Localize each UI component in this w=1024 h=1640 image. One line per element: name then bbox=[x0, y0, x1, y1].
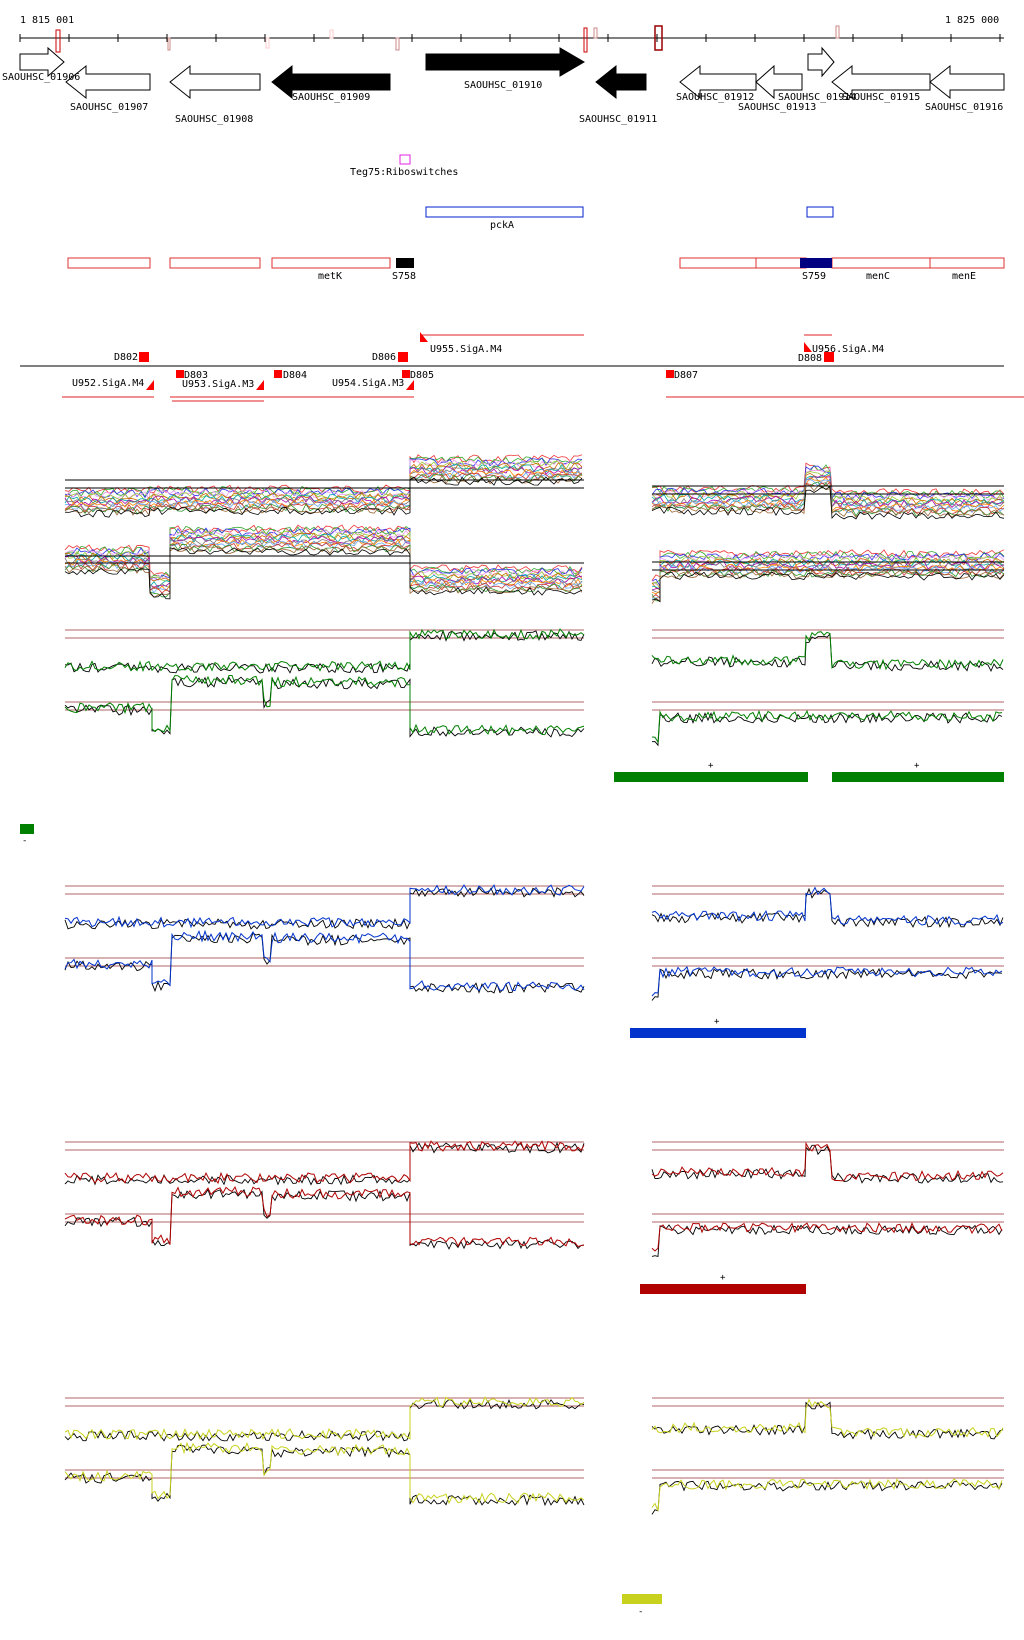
gene-label: SAOUHSC_01915 bbox=[842, 92, 920, 103]
strand-label: - bbox=[22, 836, 27, 846]
breakpoint-label: D802 bbox=[114, 352, 138, 363]
strand-label: - bbox=[638, 1607, 643, 1617]
red-annotation-track: metK menC menE S758 S759 bbox=[67, 257, 1005, 282]
breakpoint-label: U954.SigA.M3 bbox=[332, 378, 404, 389]
red-strand-bar[interactable] bbox=[640, 1284, 806, 1294]
gene-label: SAOUHSC_01906 bbox=[2, 72, 80, 83]
strand-bars: + + - + + - bbox=[20, 761, 1004, 1617]
breakpoint-label: D806 bbox=[372, 352, 396, 363]
gene-arrow[interactable] bbox=[19, 46, 65, 78]
gene-arrow[interactable] bbox=[595, 64, 647, 100]
breakpoint-label: U953.SigA.M3 bbox=[182, 379, 254, 390]
red-feature-label: menE bbox=[952, 271, 976, 282]
red-feature[interactable] bbox=[929, 257, 1005, 269]
breakpoint-label: D803 bbox=[184, 370, 208, 381]
gene-label: SAOUHSC_01912 bbox=[676, 92, 754, 103]
strand-label: + bbox=[720, 1273, 726, 1283]
gene-arrow[interactable] bbox=[425, 47, 585, 77]
gene-arrow[interactable] bbox=[755, 64, 803, 100]
riboswitch-label: Teg75:Riboswitches bbox=[350, 167, 458, 178]
strand-label: + bbox=[714, 1017, 720, 1027]
red-feature[interactable] bbox=[271, 257, 391, 269]
segment-label: S759 bbox=[802, 271, 826, 282]
blue-feature[interactable] bbox=[806, 206, 834, 218]
gene-label: SAOUHSC_01911 bbox=[579, 114, 657, 125]
breakpoint-label: D804 bbox=[283, 370, 307, 381]
segment-block[interactable] bbox=[396, 258, 414, 268]
breakpoint-track: D802 D806 U955.SigA.M4 U956.SigA.M4 U952… bbox=[20, 332, 1024, 402]
red-feature[interactable] bbox=[67, 257, 151, 269]
red-feature-label: menC bbox=[866, 271, 890, 282]
gene-label: SAOUHSC_01910 bbox=[464, 80, 542, 91]
gene-arrow[interactable] bbox=[271, 64, 391, 100]
gene-arrow[interactable] bbox=[65, 64, 151, 100]
gene-arrow[interactable] bbox=[169, 64, 261, 100]
green-strand-bar[interactable] bbox=[614, 772, 808, 782]
gene-label: SAOUHSC_01909 bbox=[292, 92, 370, 103]
breakpoint-label: U956.SigA.M4 bbox=[812, 344, 884, 355]
start-coordinate: 1 815 001 bbox=[20, 15, 74, 26]
red-feature[interactable] bbox=[679, 257, 757, 269]
end-coordinate: 1 825 000 bbox=[945, 15, 999, 26]
red-feature[interactable] bbox=[831, 257, 931, 269]
gene-arrow[interactable] bbox=[929, 64, 1005, 100]
breakpoint-label: D807 bbox=[674, 370, 698, 381]
yellow-strand-bar[interactable] bbox=[622, 1594, 662, 1604]
gene-arrow[interactable] bbox=[807, 46, 835, 78]
segment-label: S758 bbox=[392, 271, 416, 282]
gene-label: SAOUHSC_01913 bbox=[738, 102, 816, 113]
breakpoint-label: D805 bbox=[410, 370, 434, 381]
blue-strand-bar[interactable] bbox=[630, 1028, 806, 1038]
condition-tracks bbox=[64, 628, 1004, 1515]
blue-feature-label: pckA bbox=[490, 220, 514, 231]
red-feature[interactable] bbox=[755, 257, 807, 269]
strand-label: + bbox=[914, 761, 920, 771]
blue-feature[interactable] bbox=[425, 206, 584, 218]
blue-annotation-track: pckA bbox=[425, 206, 834, 231]
breakpoint-label: D808 bbox=[798, 353, 822, 364]
green-strand-bar[interactable] bbox=[20, 824, 34, 834]
red-feature[interactable] bbox=[169, 257, 261, 269]
green-strand-bar[interactable] bbox=[832, 772, 1004, 782]
gene-label: SAOUHSC_01907 bbox=[70, 102, 148, 113]
breakpoint-label: U952.SigA.M4 bbox=[72, 378, 144, 389]
red-feature-label: metK bbox=[318, 271, 342, 282]
coordinate-ruler: 1 815 001 1 825 000 bbox=[19, 15, 1004, 53]
strand-label: + bbox=[708, 761, 714, 771]
breakpoint-label: U955.SigA.M4 bbox=[430, 344, 502, 355]
gene-label: SAOUHSC_01908 bbox=[175, 114, 253, 125]
overview-profiles bbox=[64, 454, 1005, 604]
segment-block[interactable] bbox=[800, 258, 832, 268]
gene-label: SAOUHSC_01916 bbox=[925, 102, 1003, 113]
gene-label: SAOUHSC_01914 bbox=[778, 92, 856, 103]
riboswitch-track: Teg75:Riboswitches bbox=[350, 154, 458, 178]
riboswitch-feature[interactable] bbox=[399, 154, 411, 165]
gene-track: SAOUHSC_01906 SAOUHSC_01907 SAOUHSC_0190… bbox=[2, 46, 1005, 125]
